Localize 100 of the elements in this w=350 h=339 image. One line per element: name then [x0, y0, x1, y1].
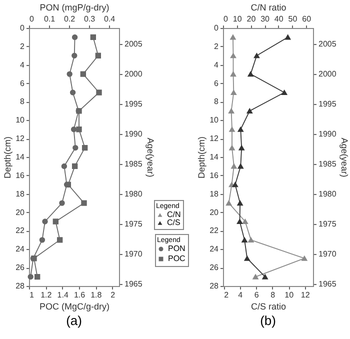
y2-tick-label: 1970	[124, 250, 143, 259]
point	[80, 71, 86, 77]
x-tick-label: 2	[110, 290, 116, 300]
point	[284, 34, 291, 40]
y-tick-label: 0	[214, 24, 220, 32]
y-tick-label: 4	[214, 60, 220, 70]
point	[238, 126, 244, 132]
text: (a)	[66, 313, 82, 328]
y-axis-title: Depth(cm)	[196, 136, 207, 179]
x2-tick-label: 0.3	[84, 14, 96, 24]
x-tick-label: 1.8	[90, 290, 102, 300]
point	[52, 218, 59, 224]
legend-label: C/N	[167, 210, 181, 219]
y-tick-label: 10	[210, 116, 220, 125]
point	[96, 90, 102, 96]
y2-tick-label: 1985	[124, 160, 143, 169]
y2-tick-label: 1980	[318, 190, 337, 199]
point	[248, 72, 254, 77]
y2-tick-label: 2005	[318, 40, 337, 49]
point	[246, 108, 252, 114]
point	[34, 274, 40, 280]
x2-tick-label: 0.2	[64, 14, 76, 24]
x2-axis-title: PON (mgP/g-dry)	[40, 2, 110, 12]
y2-tick-label: 1970	[318, 250, 337, 259]
x-tick-label: 1.2	[40, 290, 52, 300]
x2-axis-title: C/N ratio	[250, 2, 286, 12]
x2-tick-label: 0.1	[44, 14, 56, 24]
y-tick-label: 14	[210, 152, 220, 162]
x2-tick-label: 40	[274, 14, 284, 24]
y2-tick-label: 2000	[124, 70, 143, 79]
y-tick-label: 4	[20, 60, 26, 70]
x2-tick-label: 50	[288, 14, 298, 24]
y-tick-label: 16	[16, 170, 26, 180]
y-tick-label: 24	[210, 244, 220, 254]
y-tick-label: 18	[16, 189, 26, 198]
y2-tick-label: 1980	[124, 190, 143, 199]
y2-tick-label: 1975	[124, 220, 143, 229]
y-tick-label: 12	[16, 134, 26, 144]
x2-tick-label: 60	[302, 14, 312, 24]
x-tick-label: 1	[30, 290, 34, 300]
y-tick-label: 12	[210, 134, 220, 144]
y-tick-label: 2	[214, 42, 220, 51]
x2-tick-label: 0	[30, 14, 34, 24]
y2-axis-title: Age(year)	[145, 138, 156, 178]
y-axis-title: Depth(cm)	[2, 136, 13, 179]
point	[236, 218, 243, 224]
point	[242, 237, 248, 242]
y-tick-label: 22	[16, 226, 26, 236]
y-tick-label: 8	[20, 97, 26, 106]
y-tick-label: 20	[16, 208, 26, 217]
y-tick-label: 20	[210, 208, 220, 217]
y2-tick-label: 1990	[318, 130, 337, 139]
x-tick-label: 12	[300, 290, 310, 300]
y-tick-label: 0	[20, 24, 26, 32]
y2-tick-label: 1990	[124, 130, 143, 139]
y-tick-label: 18	[210, 189, 220, 198]
y-tick-label: 6	[20, 78, 26, 88]
y2-tick-label: 2005	[124, 40, 143, 49]
legend-label: C/S	[167, 218, 180, 227]
x2-tick-label: 10	[232, 14, 242, 24]
x-axis-title: POC (MgC/g-dry)	[39, 302, 110, 312]
y2-tick-label: 1975	[318, 220, 337, 229]
point	[90, 34, 96, 40]
point	[56, 237, 63, 243]
y2-tick-label: 1985	[318, 160, 337, 169]
point	[238, 164, 244, 169]
x2-tick-label: 0	[224, 14, 228, 24]
text: (b)	[260, 313, 276, 328]
point	[72, 163, 78, 170]
point	[254, 53, 260, 58]
y-tick-label: 22	[210, 226, 220, 236]
y-tick-label: 14	[16, 152, 26, 162]
x-tick-label: 1.4	[57, 290, 69, 300]
x2-tick-label: 30	[260, 14, 270, 24]
y-tick-label: 24	[16, 244, 26, 254]
point	[237, 200, 243, 206]
y-tick-label: 8	[214, 97, 220, 106]
point	[95, 52, 102, 58]
y2-axis-title: Age(year)	[339, 138, 350, 178]
legend-label: PON	[168, 244, 186, 253]
x-tick-label: 10	[284, 290, 294, 300]
y-tick-label: 6	[214, 78, 220, 88]
point	[76, 126, 82, 132]
y-tick-label: 28	[210, 282, 220, 290]
point	[238, 145, 244, 150]
y-tick-label: 28	[16, 282, 26, 290]
y2-tick-label: 1965	[124, 280, 143, 289]
point	[82, 144, 88, 151]
point	[81, 200, 87, 206]
point	[281, 90, 288, 96]
point	[244, 256, 250, 261]
y-tick-label: 26	[16, 263, 26, 272]
x-tick-label: 4	[238, 290, 244, 300]
y2-tick-label: 1965	[318, 280, 337, 289]
y2-tick-label: 1995	[124, 100, 143, 109]
y2-tick-label: 1995	[318, 100, 337, 109]
x-tick-label: 1.6	[74, 290, 86, 300]
y2-tick-label: 2000	[318, 70, 337, 79]
x-tick-label: 6	[254, 290, 260, 300]
point	[232, 182, 238, 188]
